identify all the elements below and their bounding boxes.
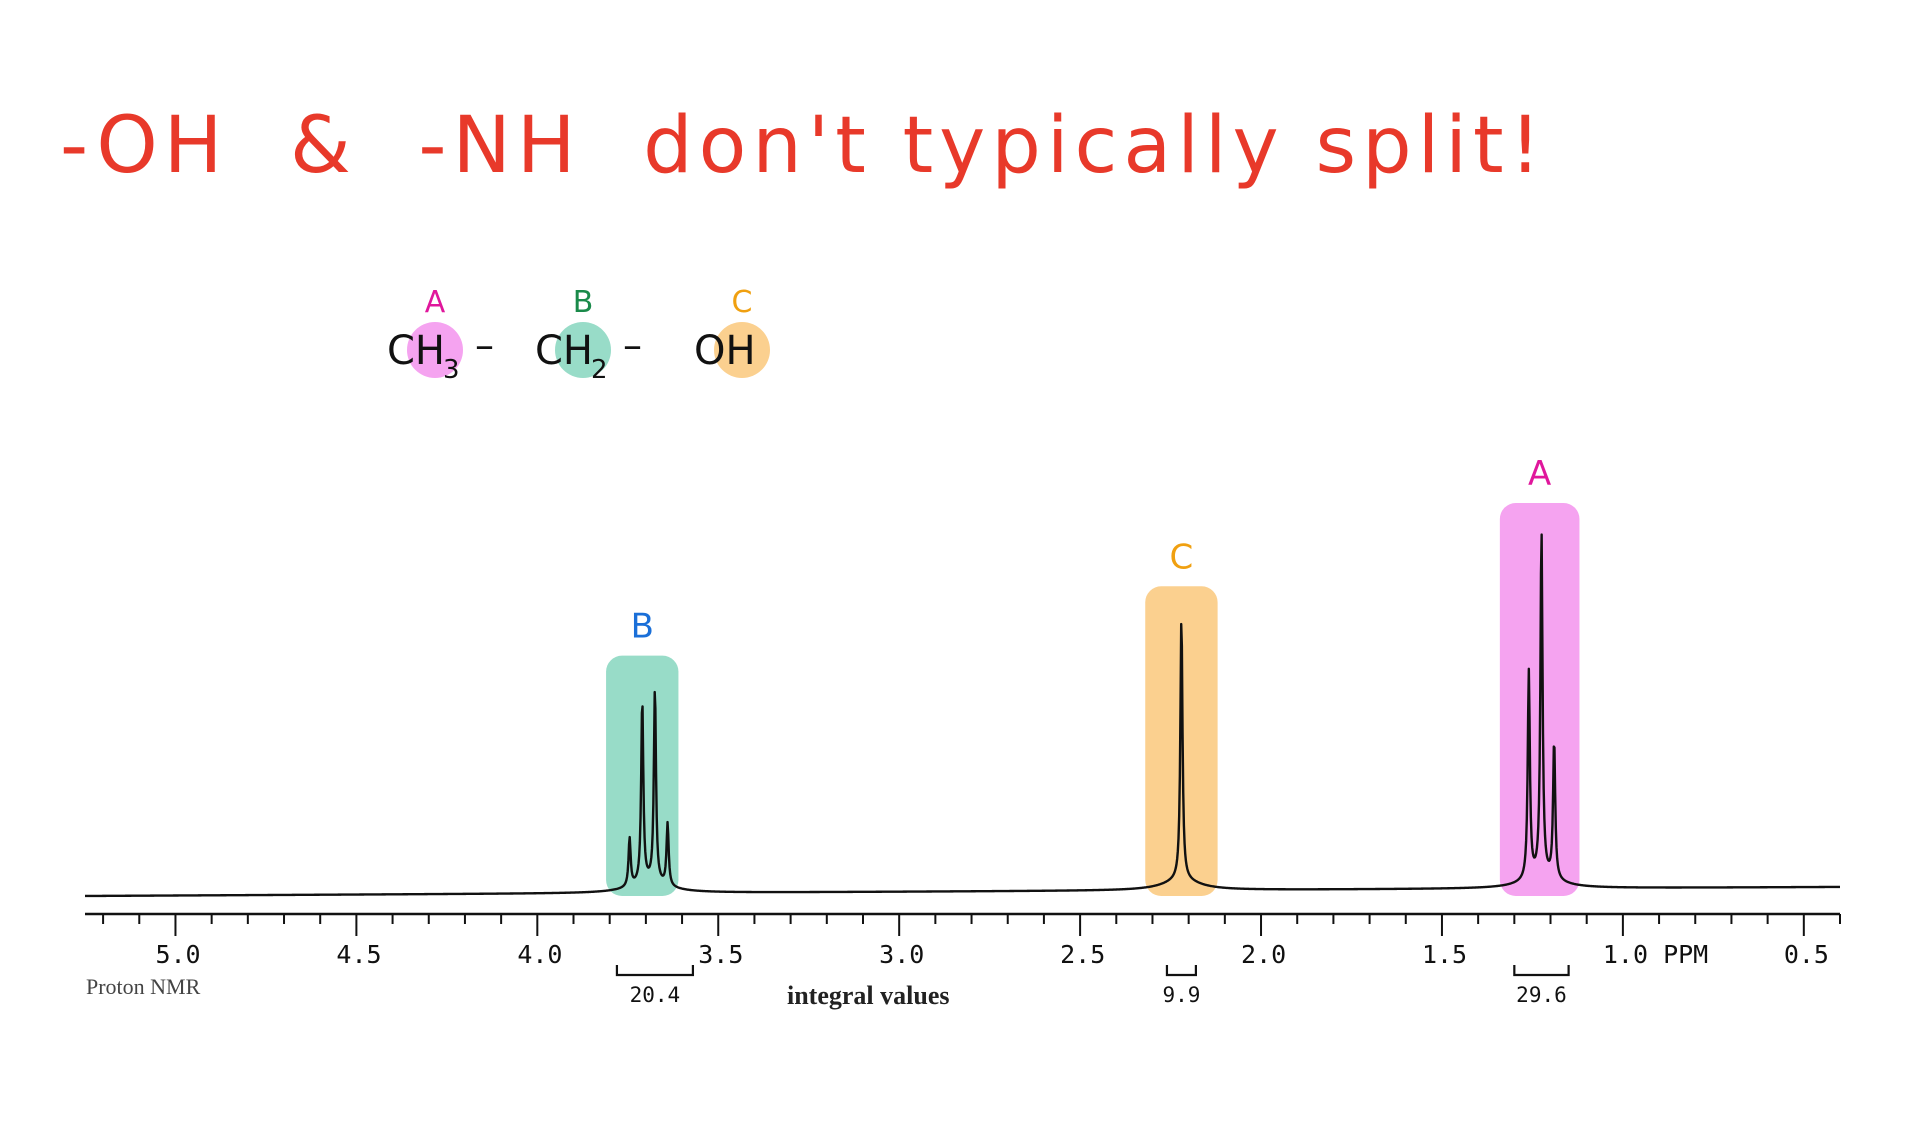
group-highlight-a xyxy=(407,322,463,378)
tick-label: 2.0 xyxy=(1241,940,1286,969)
peak-highlights: B C A xyxy=(606,454,1580,896)
group-subscript-b: 2 xyxy=(591,355,608,385)
group-subscript-a: 3 xyxy=(443,355,460,385)
group-formula-c: OH xyxy=(694,328,756,374)
spectrum-trace xyxy=(84,533,1841,898)
bond-2: – xyxy=(623,323,642,367)
tick-label: 4.0 xyxy=(517,940,562,969)
integral-bracket-b xyxy=(615,965,695,977)
integral-caption: integral values xyxy=(787,981,950,1010)
tick-label: 3.5 xyxy=(698,940,743,969)
peak-label-b: B xyxy=(631,607,654,647)
tick-label: 3.0 xyxy=(879,940,924,969)
integral-bracket-c xyxy=(1165,965,1197,977)
group-highlight-b xyxy=(555,322,611,378)
group-formula-b: CH xyxy=(535,328,593,374)
integral-value-c: 9.9 xyxy=(1162,983,1200,1007)
ppm-axis: 5.0 4.5 4.0 3.5 3.0 2.5 2.0 1.5 1.0 PPM 0.5 xyxy=(85,912,1841,969)
tick-label: 1.5 xyxy=(1422,940,1467,969)
spectrum xyxy=(84,533,1841,898)
tick-label: 2.5 xyxy=(1060,940,1105,969)
peak-label-a: A xyxy=(1528,454,1551,494)
bond-1: – xyxy=(475,323,494,367)
group-label-c: C xyxy=(732,285,753,320)
peak-box-c xyxy=(1145,586,1218,896)
corner-label: Proton NMR xyxy=(86,974,201,999)
tick-label: 5.0 xyxy=(155,940,200,969)
integral-bracket-a xyxy=(1513,965,1570,977)
headline: -OH & -NH don't typically split! xyxy=(60,101,1547,191)
tick-label: 0.5 xyxy=(1784,940,1829,969)
group-label-a: A xyxy=(425,285,446,320)
integral-value-a: 29.6 xyxy=(1516,983,1567,1007)
group-highlight-c xyxy=(714,322,770,378)
group-formula-a: CH xyxy=(387,328,445,374)
integrals: 20.4 9.9 29.6 xyxy=(615,965,1570,1007)
tick-label: 4.5 xyxy=(336,940,381,969)
tick-label: 1.0 PPM xyxy=(1603,940,1708,969)
peak-label-c: C xyxy=(1170,537,1194,577)
integral-value-b: 20.4 xyxy=(630,983,681,1007)
group-label-b: B xyxy=(573,285,594,320)
